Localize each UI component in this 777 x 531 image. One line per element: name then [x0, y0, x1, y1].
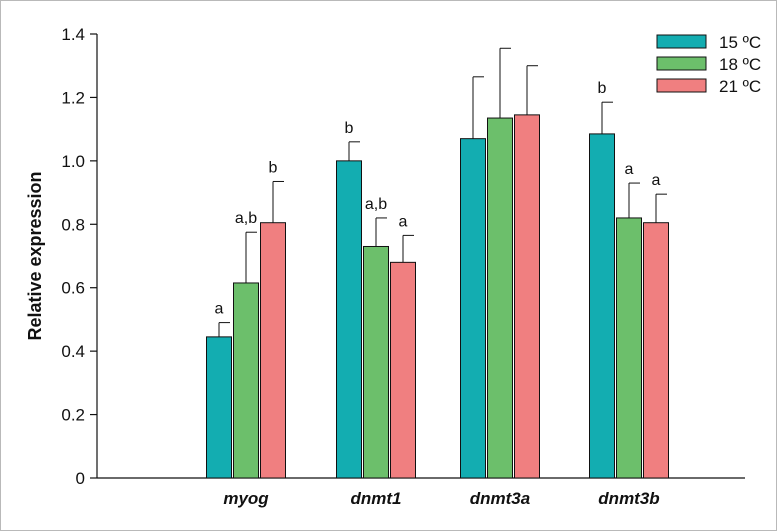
legend: 15 ºC 18 ºC 21 ºC [656, 33, 761, 96]
significance-label: b [269, 159, 278, 176]
bars [206, 114, 669, 479]
bar [260, 222, 286, 479]
significance-label: a [215, 301, 224, 318]
category-label: dnmt3b [598, 489, 659, 508]
y-tick-label: 0.2 [61, 406, 85, 425]
significance-label: a [399, 213, 408, 230]
bar [460, 138, 486, 479]
error-bars [218, 47, 667, 337]
y-tick-label: 0.4 [61, 342, 85, 361]
legend-swatch [656, 78, 707, 93]
bar [390, 261, 416, 479]
bar [233, 282, 259, 479]
legend-swatch [656, 34, 707, 49]
bar [487, 117, 513, 479]
significance-labels: a a,b b b a,b a b a a [215, 80, 661, 317]
bar [363, 245, 389, 479]
y-tick-label: 0.8 [61, 215, 85, 234]
legend-label: 15 ºC [719, 33, 761, 52]
bar [643, 222, 669, 479]
category-label: dnmt3a [470, 489, 530, 508]
bar [514, 114, 540, 479]
bar [336, 160, 362, 479]
category-label: dnmt1 [351, 489, 402, 508]
axes: 0 0.2 0.4 0.6 0.8 1.0 1.2 1.4 myog dnmt1 dnmt3a dnm… [61, 25, 745, 508]
category-label: myog [223, 489, 269, 508]
significance-label: b [345, 120, 354, 137]
significance-label: b [598, 80, 607, 97]
significance-label: a,b [235, 210, 257, 227]
legend-label: 18 ºC [719, 55, 761, 74]
significance-label: a [625, 161, 634, 178]
y-tick-label: 1.2 [61, 88, 85, 107]
y-tick-label: 0 [76, 469, 85, 488]
y-tick-label: 1.4 [61, 25, 85, 44]
bar [616, 217, 642, 479]
y-axis-title: Relative expression [25, 171, 45, 340]
y-tick-label: 1.0 [61, 152, 85, 171]
y-tick-label: 0.6 [61, 279, 85, 298]
legend-label: 21 ºC [719, 77, 761, 96]
legend-swatch [656, 56, 707, 71]
significance-label: a [652, 172, 661, 189]
bar [589, 133, 615, 479]
bar [206, 336, 232, 479]
significance-label: a,b [365, 196, 387, 213]
